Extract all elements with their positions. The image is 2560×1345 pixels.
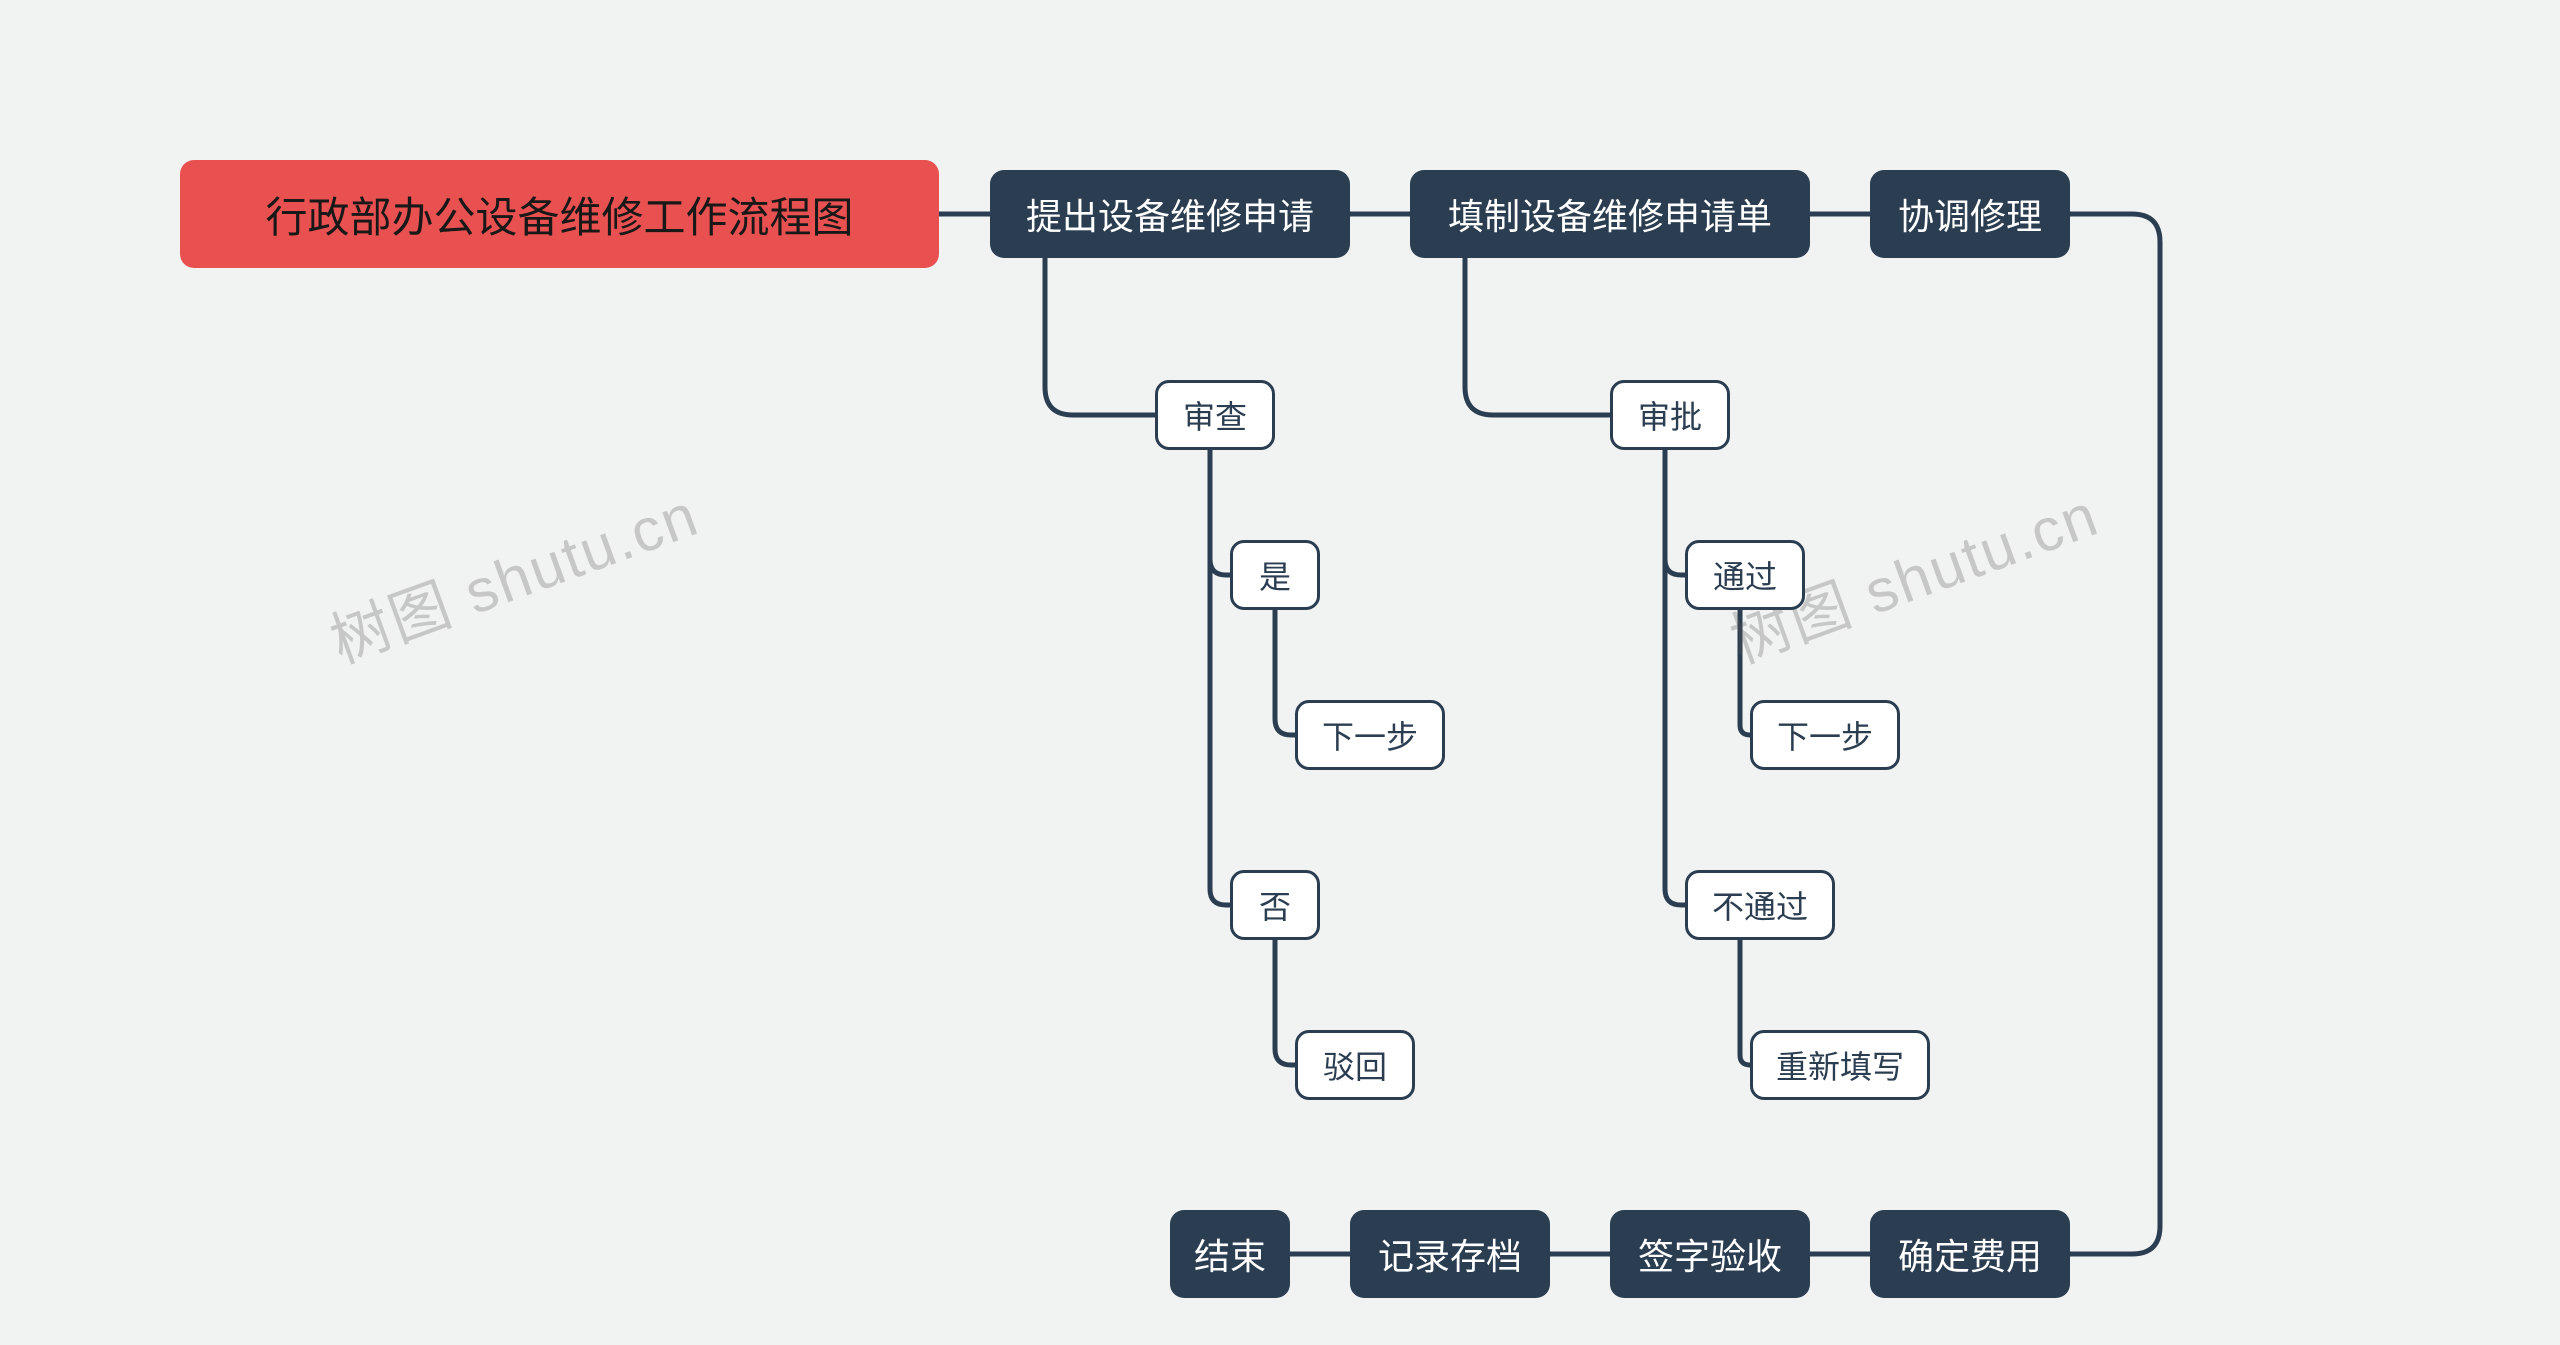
node-fail: 不通过: [1685, 870, 1835, 940]
node-label: 是: [1259, 552, 1291, 598]
edge: [1665, 450, 1685, 905]
node-label: 记录存档: [1378, 1228, 1522, 1280]
node-review: 审查: [1155, 380, 1275, 450]
node-label: 通过: [1713, 552, 1777, 598]
edge: [1045, 258, 1155, 415]
node-root: 行政部办公设备维修工作流程图: [180, 160, 939, 268]
node-apply: 提出设备维修申请: [990, 170, 1350, 258]
node-next2: 下一步: [1750, 700, 1900, 770]
node-label: 重新填写: [1776, 1042, 1904, 1088]
node-archive: 记录存档: [1350, 1210, 1550, 1298]
edge: [1665, 450, 1685, 575]
node-form: 填制设备维修申请单: [1410, 170, 1810, 258]
node-label: 确定费用: [1898, 1228, 2042, 1280]
node-approve: 审批: [1610, 380, 1730, 450]
node-reject: 驳回: [1295, 1030, 1415, 1100]
node-label: 签字验收: [1638, 1228, 1782, 1280]
node-sign: 签字验收: [1610, 1210, 1810, 1298]
edge: [1465, 258, 1610, 415]
node-label: 下一步: [1777, 712, 1873, 758]
node-coord: 协调修理: [1870, 170, 2070, 258]
node-end: 结束: [1170, 1210, 1290, 1298]
node-label: 审批: [1638, 392, 1702, 438]
node-cost: 确定费用: [1870, 1210, 2070, 1298]
edge: [1275, 940, 1295, 1065]
edge: [1275, 610, 1295, 735]
edge: [1740, 610, 1750, 735]
node-label: 不通过: [1712, 882, 1808, 928]
node-next1: 下一步: [1295, 700, 1445, 770]
node-label: 驳回: [1323, 1042, 1387, 1088]
node-label: 填制设备维修申请单: [1448, 188, 1772, 240]
node-label: 提出设备维修申请: [1026, 188, 1314, 240]
node-no: 否: [1230, 870, 1320, 940]
node-refill: 重新填写: [1750, 1030, 1930, 1100]
edge: [2070, 214, 2160, 1254]
node-pass: 通过: [1685, 540, 1805, 610]
node-label: 否: [1259, 882, 1291, 928]
node-label: 下一步: [1322, 712, 1418, 758]
edge: [1210, 450, 1230, 905]
watermark: 树图 shutu.cn: [317, 467, 709, 681]
edge: [1210, 450, 1230, 575]
node-label: 行政部办公设备维修工作流程图: [265, 184, 853, 245]
edge: [1740, 940, 1750, 1065]
node-label: 结束: [1194, 1228, 1266, 1280]
node-label: 审查: [1183, 392, 1247, 438]
node-label: 协调修理: [1898, 188, 2042, 240]
node-yes: 是: [1230, 540, 1320, 610]
